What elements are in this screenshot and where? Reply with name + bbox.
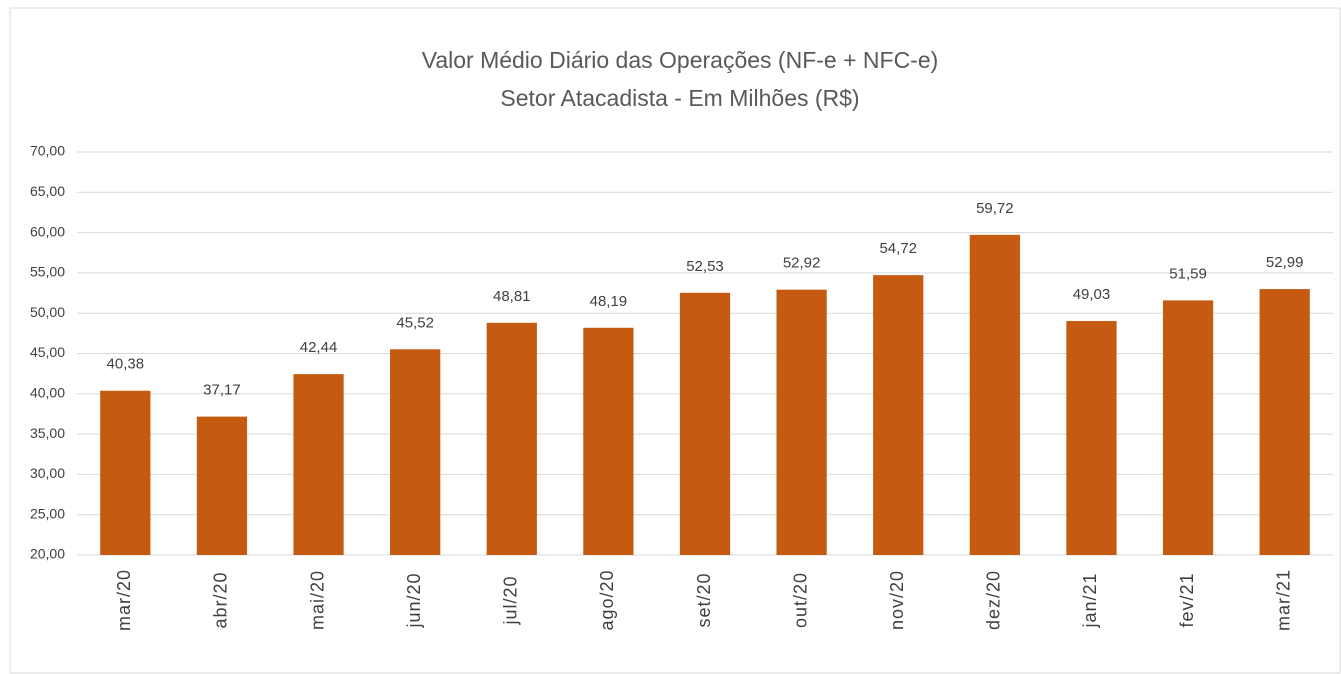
x-tick-label: jul/20	[501, 575, 521, 625]
bar	[293, 374, 344, 555]
y-tick-label: 70,00	[30, 143, 65, 159]
x-tick-label: mai/20	[307, 570, 327, 630]
data-label: 48,19	[590, 293, 628, 310]
chart-subtitle: Setor Atacadista - Em Milhões (R$)	[500, 85, 859, 111]
x-tick-label: ago/20	[597, 569, 617, 630]
y-tick-label: 35,00	[30, 425, 65, 441]
chart-title: Valor Médio Diário das Operações (NF-e +…	[422, 47, 939, 73]
data-label: 52,92	[783, 255, 821, 272]
data-label: 54,72	[879, 240, 917, 257]
bar	[583, 327, 634, 555]
y-tick-label: 50,00	[30, 304, 65, 320]
bar	[969, 234, 1020, 555]
y-tick-label: 60,00	[30, 223, 65, 239]
bar	[1259, 289, 1310, 555]
data-label: 42,44	[300, 339, 338, 356]
x-tick-label: jan/21	[1080, 572, 1100, 628]
data-label: 49,03	[1073, 286, 1111, 303]
x-tick-label: set/20	[694, 572, 714, 627]
x-tick-label: fev/21	[1177, 572, 1197, 627]
bar	[486, 322, 537, 555]
x-tick-label: dez/20	[984, 570, 1004, 630]
bar	[390, 349, 441, 555]
data-label: 45,52	[396, 314, 434, 331]
y-tick-label: 40,00	[30, 385, 65, 401]
data-label: 59,72	[976, 200, 1014, 217]
bar	[873, 275, 924, 555]
bar	[196, 416, 248, 555]
y-tick-label: 45,00	[30, 344, 65, 360]
bar	[100, 390, 151, 555]
data-label: 52,53	[686, 258, 724, 275]
y-tick-label: 25,00	[30, 505, 65, 521]
data-label: 52,99	[1266, 254, 1304, 271]
data-label: 48,81	[493, 288, 531, 305]
bar	[679, 292, 731, 555]
y-tick-label: 65,00	[30, 183, 65, 199]
data-label: 51,59	[1169, 265, 1207, 282]
bar	[1066, 321, 1117, 555]
bar	[776, 289, 827, 555]
data-label: 40,38	[107, 356, 145, 373]
x-tick-label: jun/20	[404, 572, 424, 628]
x-tick-label: mar/20	[114, 569, 134, 631]
x-tick-label: nov/20	[887, 570, 907, 630]
y-tick-label: 55,00	[30, 264, 65, 280]
chart-border	[9, 7, 1341, 674]
y-tick-label: 20,00	[30, 546, 65, 562]
y-tick-label: 30,00	[30, 465, 65, 481]
data-label: 37,17	[203, 382, 241, 399]
bar	[1162, 300, 1214, 555]
x-tick-label: abr/20	[211, 571, 231, 628]
x-tick-label: mar/21	[1273, 569, 1293, 631]
x-tick-label: out/20	[790, 572, 810, 628]
